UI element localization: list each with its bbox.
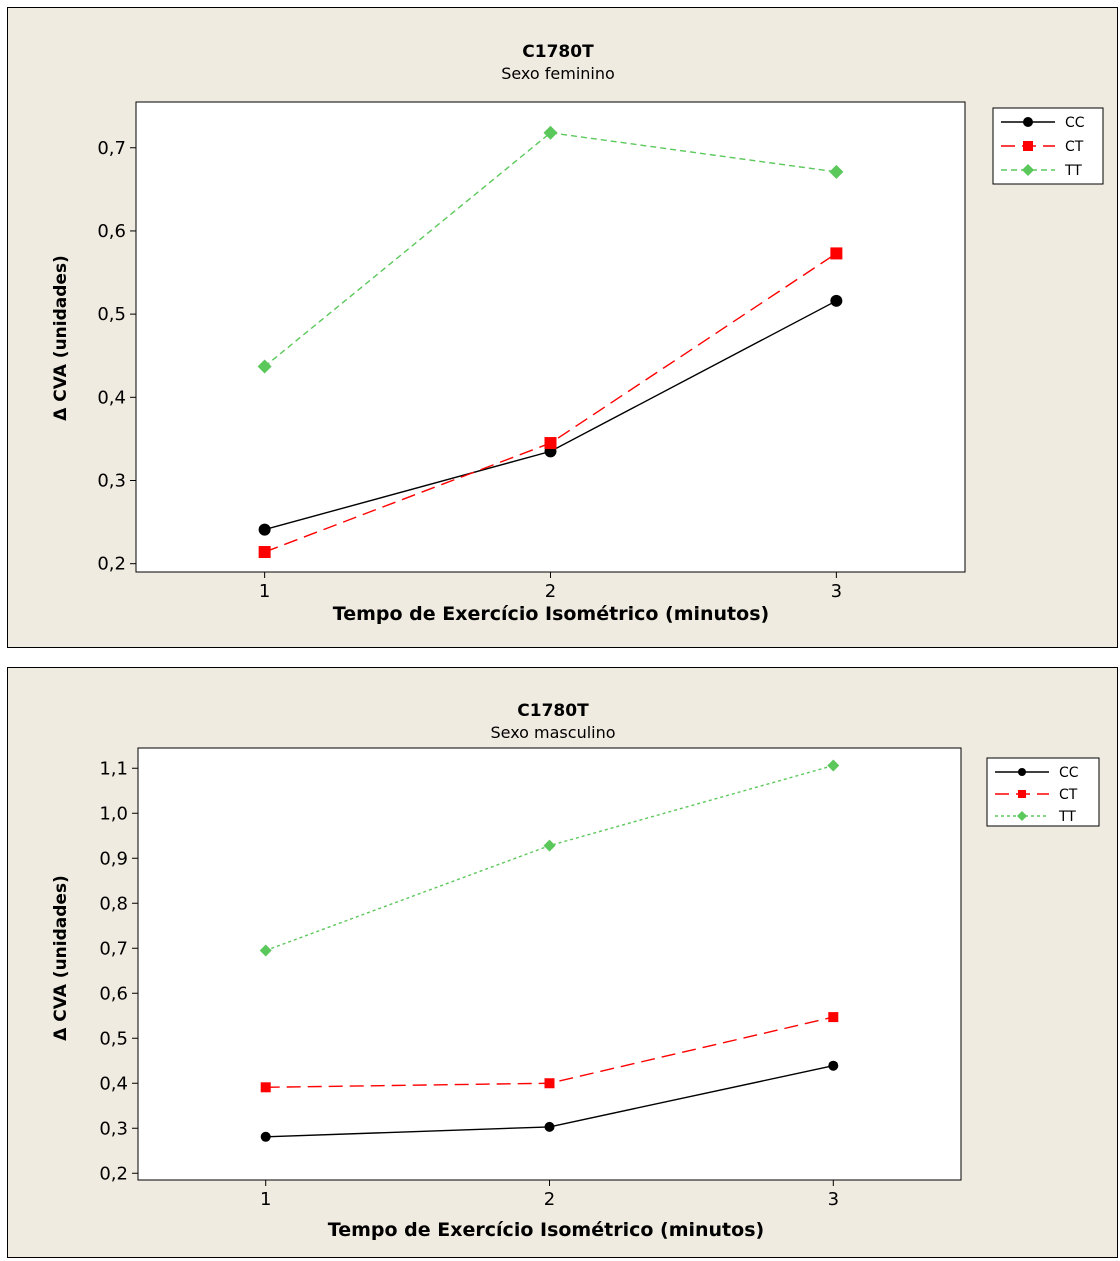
legend-label-tt: TT	[1058, 809, 1076, 825]
y-tick-label: 0,7	[99, 938, 128, 959]
x-axis-label: Tempo de Exercício Isométrico (minutos)	[333, 603, 769, 625]
legend-marker-cc	[1018, 768, 1026, 776]
legend-marker-cc	[1023, 117, 1033, 127]
data-point-cc	[545, 1122, 555, 1132]
legend-label-tt: TT	[1064, 163, 1082, 179]
y-tick-label: 0,4	[99, 1073, 128, 1094]
legend: CC CT TT	[987, 758, 1099, 826]
y-tick-label: 0,9	[99, 848, 128, 869]
y-tick-label: 0,4	[97, 387, 126, 408]
chart-masculino: C1780T Sexo masculino Tempo de Exercício…	[8, 668, 1117, 1257]
data-point-cc	[261, 1132, 271, 1142]
chart-subtitle: Sexo feminino	[501, 64, 615, 83]
chart-panel-feminino: C1780T Sexo feminino Tempo de Exercício …	[7, 7, 1118, 648]
legend: CC CT TT	[993, 108, 1103, 184]
x-tick-label: 2	[544, 1189, 555, 1210]
legend-label-ct: CT	[1059, 787, 1078, 803]
y-tick-label: 0,3	[97, 470, 126, 491]
legend-label-ct: CT	[1065, 139, 1084, 155]
data-point-cc	[259, 524, 271, 536]
data-point-ct	[828, 1012, 838, 1022]
chart-feminino: C1780T Sexo feminino Tempo de Exercício …	[8, 8, 1117, 647]
y-tick-label: 0,2	[99, 1163, 128, 1184]
chart-panel-masculino: C1780T Sexo masculino Tempo de Exercício…	[7, 667, 1118, 1258]
plot-area	[138, 748, 961, 1180]
y-tick-label: 0,3	[99, 1118, 128, 1139]
y-tick-label: 1,0	[99, 803, 128, 824]
legend-marker-ct	[1018, 790, 1026, 798]
y-tick-label: 0,2	[97, 554, 126, 575]
data-point-cc	[828, 1061, 838, 1071]
data-point-ct	[545, 437, 557, 449]
legend-marker-ct	[1023, 141, 1033, 151]
legend-label-cc: CC	[1065, 115, 1085, 131]
chart-subtitle: Sexo masculino	[490, 723, 615, 742]
y-axis-label: Δ CVA (unidades)	[51, 875, 71, 1041]
x-tick-label: 1	[260, 1189, 271, 1210]
x-tick-label: 2	[545, 581, 556, 602]
data-point-ct	[259, 546, 271, 558]
y-tick-label: 1,1	[99, 758, 128, 779]
y-tick-label: 0,7	[97, 138, 126, 159]
y-tick-label: 0,5	[99, 1028, 128, 1049]
x-tick-label: 3	[831, 581, 842, 602]
data-point-ct	[261, 1082, 271, 1092]
x-tick-label: 3	[828, 1189, 839, 1210]
data-point-ct	[830, 247, 842, 259]
x-tick-label: 1	[259, 581, 270, 602]
y-axis-label: Δ CVA (unidades)	[51, 255, 71, 421]
chart-title: C1780T	[517, 701, 589, 721]
y-tick-label: 0,8	[99, 893, 128, 914]
data-point-cc	[830, 295, 842, 307]
y-tick-label: 0,6	[99, 983, 128, 1004]
x-axis-label: Tempo de Exercício Isométrico (minutos)	[328, 1219, 764, 1241]
legend-label-cc: CC	[1059, 765, 1079, 781]
y-tick-label: 0,6	[97, 221, 126, 242]
chart-title: C1780T	[522, 42, 594, 62]
data-point-ct	[545, 1078, 555, 1088]
y-tick-label: 0,5	[97, 304, 126, 325]
